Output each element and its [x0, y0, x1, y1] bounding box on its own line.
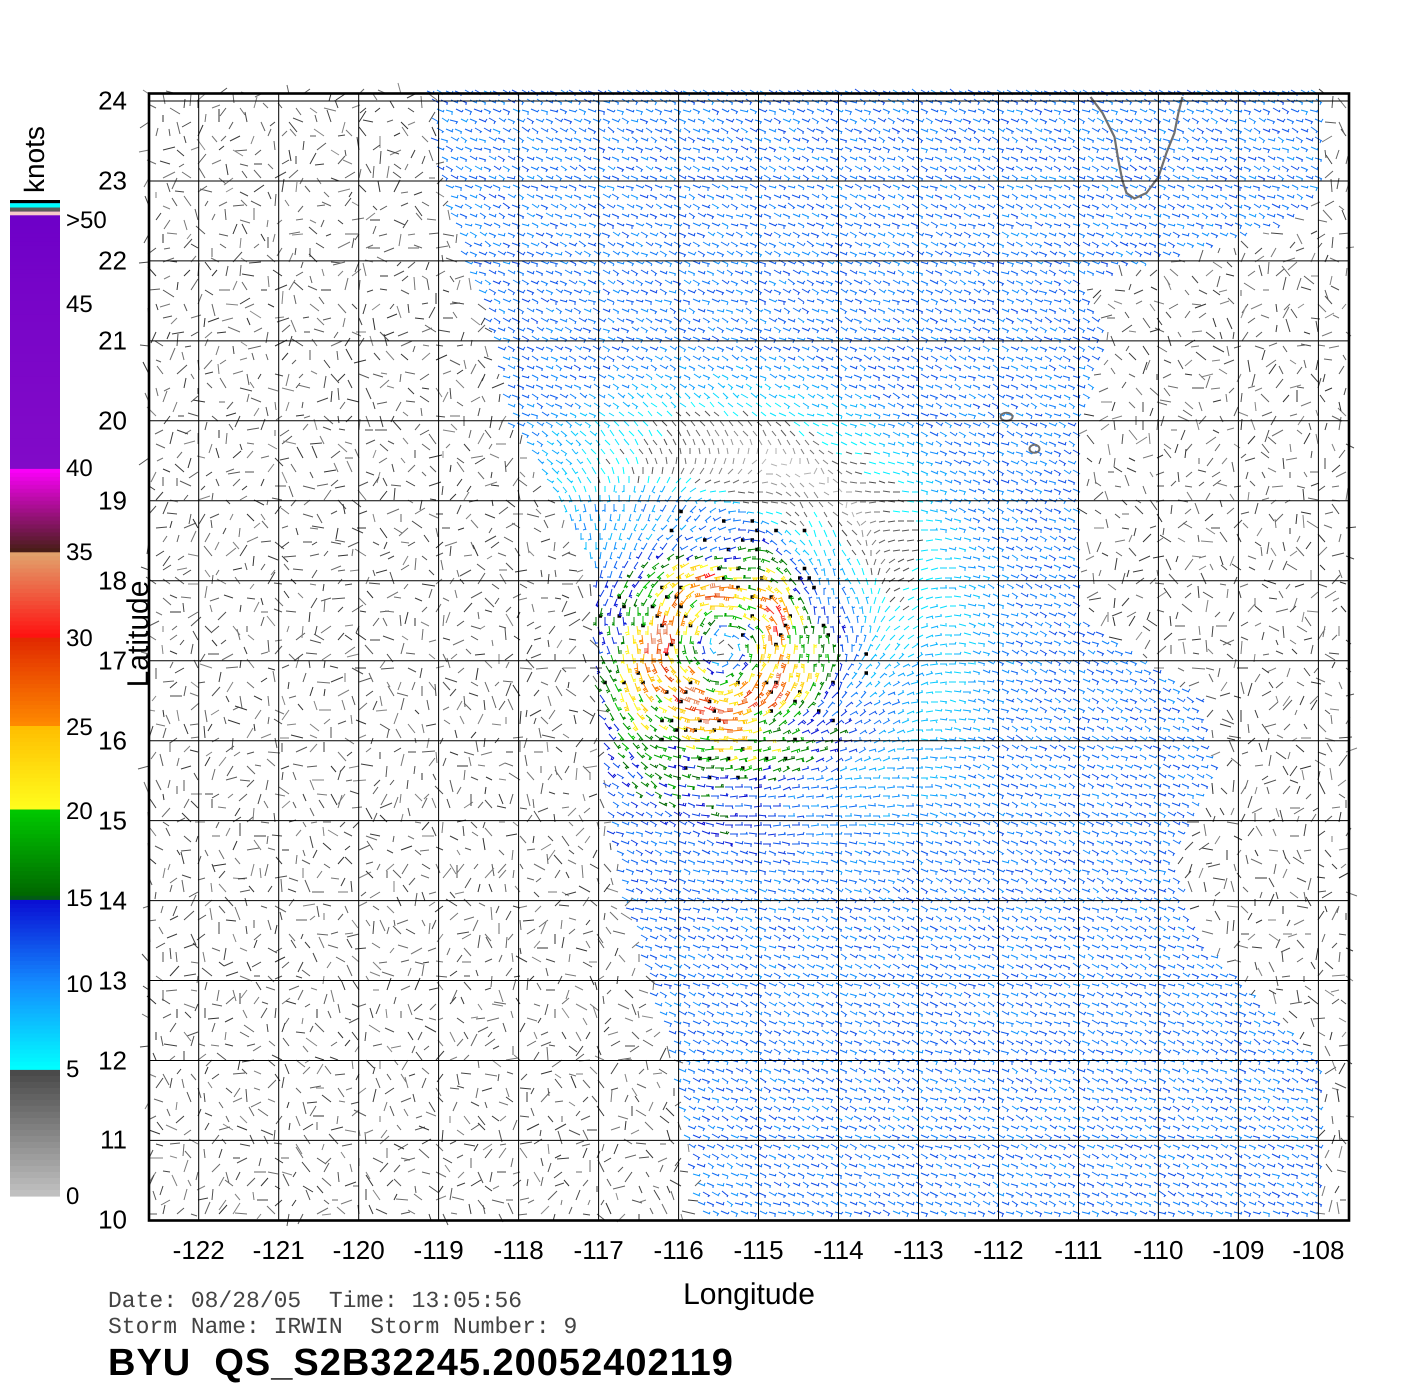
svg-text:knots: knots: [19, 126, 50, 193]
